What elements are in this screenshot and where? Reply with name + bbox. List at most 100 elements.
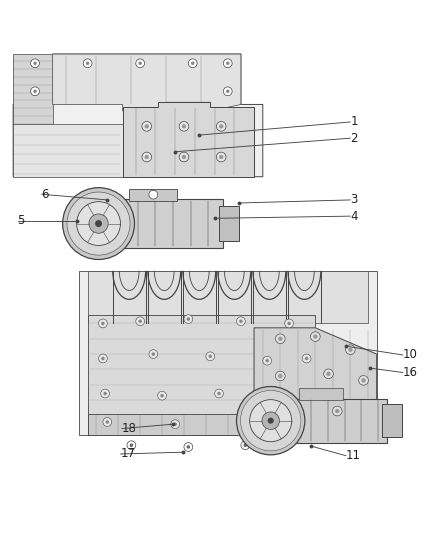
Bar bbox=[129, 189, 177, 201]
Circle shape bbox=[287, 322, 291, 325]
Circle shape bbox=[77, 201, 120, 246]
Text: 18: 18 bbox=[122, 422, 137, 435]
Circle shape bbox=[95, 220, 102, 227]
Circle shape bbox=[244, 420, 247, 424]
Circle shape bbox=[241, 441, 250, 449]
Circle shape bbox=[239, 319, 243, 323]
Polygon shape bbox=[79, 271, 377, 435]
Circle shape bbox=[217, 392, 221, 395]
Text: 6: 6 bbox=[42, 188, 49, 201]
Circle shape bbox=[83, 59, 92, 68]
Circle shape bbox=[101, 357, 105, 360]
Circle shape bbox=[348, 348, 353, 352]
Circle shape bbox=[226, 90, 230, 93]
Circle shape bbox=[99, 354, 107, 363]
Circle shape bbox=[127, 441, 136, 449]
Circle shape bbox=[244, 443, 247, 447]
Circle shape bbox=[326, 372, 331, 376]
Circle shape bbox=[103, 392, 107, 395]
Circle shape bbox=[101, 389, 110, 398]
Circle shape bbox=[250, 400, 292, 442]
Text: 10: 10 bbox=[403, 349, 418, 361]
Bar bbox=[268, 399, 387, 442]
Bar bbox=[94, 199, 223, 248]
Circle shape bbox=[184, 442, 193, 451]
Text: 5: 5 bbox=[18, 214, 25, 227]
Circle shape bbox=[130, 443, 133, 447]
Circle shape bbox=[313, 334, 318, 339]
Circle shape bbox=[103, 418, 112, 426]
Circle shape bbox=[237, 386, 305, 455]
Circle shape bbox=[283, 411, 287, 415]
Circle shape bbox=[31, 87, 39, 96]
Polygon shape bbox=[13, 54, 263, 177]
Bar bbox=[382, 404, 402, 437]
Circle shape bbox=[171, 420, 180, 429]
Circle shape bbox=[324, 369, 333, 378]
Circle shape bbox=[86, 61, 89, 65]
Circle shape bbox=[160, 394, 164, 398]
Circle shape bbox=[332, 406, 342, 416]
Circle shape bbox=[63, 188, 134, 260]
Circle shape bbox=[149, 350, 158, 359]
Circle shape bbox=[285, 319, 293, 328]
Circle shape bbox=[280, 408, 290, 418]
Polygon shape bbox=[88, 271, 368, 324]
Text: 17: 17 bbox=[120, 448, 135, 461]
Circle shape bbox=[219, 124, 223, 128]
Circle shape bbox=[145, 155, 149, 159]
Circle shape bbox=[182, 124, 186, 128]
Circle shape bbox=[268, 418, 274, 424]
Circle shape bbox=[158, 391, 166, 400]
Circle shape bbox=[182, 155, 186, 159]
Circle shape bbox=[208, 354, 212, 358]
Polygon shape bbox=[123, 102, 254, 177]
Circle shape bbox=[263, 356, 272, 365]
Circle shape bbox=[361, 378, 366, 383]
Circle shape bbox=[184, 314, 193, 324]
Circle shape bbox=[206, 352, 215, 361]
Circle shape bbox=[274, 390, 278, 393]
Circle shape bbox=[152, 352, 155, 356]
Circle shape bbox=[215, 389, 223, 398]
Circle shape bbox=[101, 322, 105, 325]
Bar bbox=[88, 414, 280, 435]
Circle shape bbox=[241, 418, 250, 426]
Circle shape bbox=[335, 409, 339, 413]
Circle shape bbox=[138, 319, 142, 323]
Circle shape bbox=[223, 59, 232, 68]
Text: 4: 4 bbox=[350, 209, 358, 223]
Polygon shape bbox=[254, 328, 377, 435]
Circle shape bbox=[311, 332, 320, 342]
Circle shape bbox=[99, 319, 107, 328]
Circle shape bbox=[346, 345, 355, 354]
Circle shape bbox=[191, 61, 194, 65]
Circle shape bbox=[136, 317, 145, 326]
Circle shape bbox=[67, 192, 130, 255]
Bar bbox=[299, 388, 343, 400]
Polygon shape bbox=[88, 314, 315, 435]
Text: 3: 3 bbox=[350, 193, 358, 206]
Circle shape bbox=[359, 376, 368, 385]
Circle shape bbox=[262, 412, 279, 430]
Circle shape bbox=[187, 317, 190, 321]
Text: 16: 16 bbox=[403, 366, 418, 379]
Circle shape bbox=[179, 122, 189, 131]
Text: 2: 2 bbox=[350, 132, 358, 144]
Circle shape bbox=[142, 152, 152, 162]
Polygon shape bbox=[13, 54, 53, 126]
Circle shape bbox=[216, 122, 226, 131]
Polygon shape bbox=[53, 54, 241, 111]
Circle shape bbox=[188, 59, 197, 68]
Circle shape bbox=[136, 59, 145, 68]
Circle shape bbox=[179, 152, 189, 162]
Circle shape bbox=[173, 423, 177, 426]
Circle shape bbox=[302, 354, 311, 363]
Circle shape bbox=[89, 214, 108, 233]
Circle shape bbox=[216, 152, 226, 162]
Circle shape bbox=[33, 61, 37, 65]
Circle shape bbox=[278, 374, 283, 378]
Circle shape bbox=[226, 61, 230, 65]
Circle shape bbox=[240, 391, 301, 451]
Circle shape bbox=[31, 59, 39, 68]
